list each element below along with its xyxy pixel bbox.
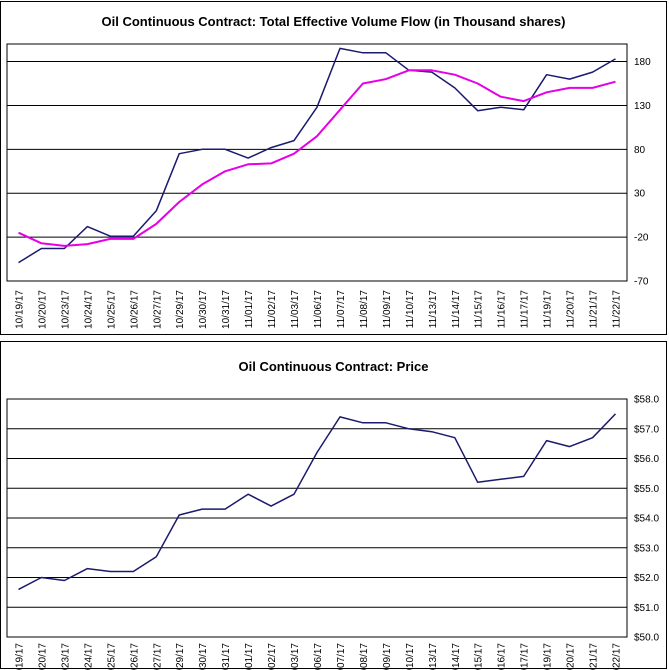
price-chart-panel: Oil Continuous Contract: Price $50.0 $51.… [0,341,667,670]
price-chart-title: Oil Continuous Contract: Price [238,359,429,374]
flow-series-line-flow [18,47,616,264]
price-y-tick-label: $58.0 [634,395,659,406]
flow-x-tick-label: 10/24/17 [83,290,94,329]
flow-y-tick-label: 80 [634,145,646,156]
price-x-tick-label: 10/24/17 [83,643,94,670]
price-x-tick-label: 11/15/17 [474,643,485,670]
price-y-tick-label: $54.0 [634,514,659,525]
flow-y-tick-label: -70 [634,277,649,288]
flow-x-tick-label: 11/20/17 [566,290,577,329]
flow-x-tick-label: 11/17/17 [520,290,531,329]
flow-x-tick-label: 10/31/17 [221,290,232,329]
flow-y-tick-label: -20 [634,233,649,244]
price-y-tick-label: $56.0 [634,454,659,465]
price-x-tick-label: 11/02/17 [267,643,278,670]
price-y-tick-label: $53.0 [634,543,659,554]
flow-x-tick-label: 10/25/17 [106,290,117,329]
price-y-tick-label: $51.0 [634,603,659,614]
price-x-tick-label: 10/26/17 [129,643,140,670]
price-x-tick-label: 10/23/17 [60,643,71,670]
flow-x-tick-label: 11/13/17 [428,290,439,329]
price-x-tick-label: 10/25/17 [106,643,117,670]
flow-x-tick-label: 11/10/17 [405,290,416,329]
flow-x-tick-label: 11/02/17 [267,290,278,329]
price-x-tick-label: 11/22/17 [612,643,623,670]
flow-chart-svg: -70 -20 30 80 130 180 10/19/17 10/20/17 10/23/17… [6,43,651,329]
flow-plot-area [6,43,628,282]
flow-x-tick-label: 11/19/17 [543,290,554,329]
flow-x-tick-label: 10/30/17 [198,290,209,329]
price-x-tick-label: 11/10/17 [405,643,416,670]
price-x-tick-label: 10/29/17 [175,643,186,670]
flow-x-tick-label: 10/26/17 [129,290,140,329]
flow-chart-title: Oil Continuous Contract: Total Effective… [101,14,566,29]
price-x-tick-label: 11/09/17 [382,643,393,670]
price-x-tick-label: 11/17/17 [520,643,531,670]
flow-x-tick-label: 10/23/17 [60,290,71,329]
flow-x-tick-label: 11/03/17 [290,290,301,329]
price-x-tick-label: 11/14/17 [451,643,462,670]
flow-y-tick-label: 180 [634,57,651,68]
flow-x-tick-label: 11/14/17 [451,290,462,329]
flow-chart-panel: Oil Continuous Contract: Total Effective… [0,1,667,335]
price-y-tick-label: $55.0 [634,484,659,495]
flow-x-tick-label: 10/27/17 [152,290,163,329]
flow-x-tick-label: 11/08/17 [359,290,370,329]
price-x-tick-label: 11/08/17 [359,643,370,670]
flow-x-tick-label: 11/22/17 [612,290,623,329]
flow-x-tick-label: 11/07/17 [336,290,347,329]
flow-series-line-ma [18,69,616,247]
price-y-tick-label: $52.0 [634,573,659,584]
flow-x-tick-label: 10/19/17 [14,290,25,329]
flow-y-tick-label: 130 [634,101,651,112]
price-x-tick-label: 11/20/17 [566,643,577,670]
price-x-tick-label: 10/20/17 [37,643,48,670]
flow-x-tick-label: 11/09/17 [382,290,393,329]
flow-x-tick-label: 11/06/17 [313,290,324,329]
flow-y-tick-label: 30 [634,189,646,200]
price-x-tick-label: 11/13/17 [428,643,439,670]
flow-x-tick-label: 11/15/17 [474,290,485,329]
flow-x-tick-label: 10/29/17 [175,290,186,329]
price-y-tick-label: $57.0 [634,424,659,435]
flow-x-tick-label: 11/01/17 [244,290,255,329]
price-x-tick-label: 10/30/17 [198,643,209,670]
price-y-tick-label: $50.0 [634,633,659,644]
price-chart-svg: $50.0 $51.0 $52.0 $53.0 $54.0 $55.0 $56.0 $57.0… [6,395,659,670]
price-x-tick-label: 11/07/17 [336,643,347,670]
flow-x-tick-label: 10/20/17 [37,290,48,329]
price-x-tick-label: 10/19/17 [14,643,25,670]
price-x-tick-label: 10/27/17 [152,643,163,670]
price-x-tick-label: 11/19/17 [543,643,554,670]
price-x-tick-label: 11/16/17 [497,643,508,670]
price-series-line-price [18,413,617,591]
price-x-tick-label: 10/31/17 [221,643,232,670]
price-x-tick-label: 11/03/17 [290,643,301,670]
flow-x-tick-label: 11/16/17 [497,290,508,329]
price-x-tick-label: 11/21/17 [589,643,600,670]
price-x-tick-label: 11/01/17 [244,643,255,670]
price-x-tick-label: 11/06/17 [313,643,324,670]
flow-x-tick-label: 11/21/17 [589,290,600,329]
